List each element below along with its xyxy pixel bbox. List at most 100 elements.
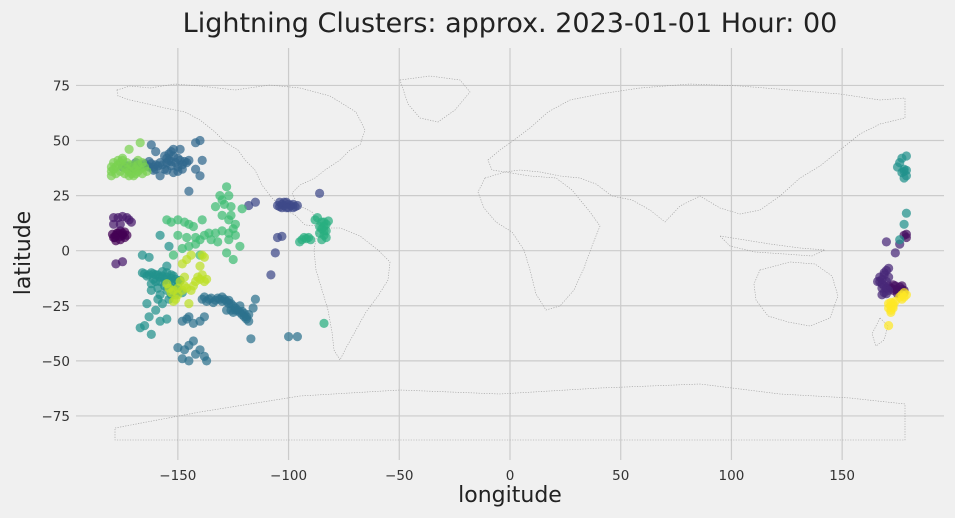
- scatter-point: [246, 334, 256, 344]
- scatter-point: [184, 186, 194, 196]
- scatter-point: [109, 219, 119, 229]
- grid-lines: [76, 48, 944, 460]
- scatter-point: [884, 321, 894, 331]
- scatter-point: [173, 343, 183, 353]
- scatter-point: [162, 165, 172, 175]
- chart-title: Lightning Clusters: approx. 2023-01-01 H…: [183, 8, 838, 39]
- scatter-point: [899, 219, 909, 229]
- y-tick-label: 25: [53, 189, 70, 205]
- scatter-point: [153, 294, 163, 304]
- south-america-outline: [313, 227, 391, 361]
- scatter-point: [275, 197, 285, 207]
- scatter-point: [144, 252, 154, 262]
- cluster-points: [106, 135, 912, 366]
- scatter-point: [162, 261, 172, 271]
- scatter-point: [277, 231, 287, 241]
- scatter-point: [117, 257, 128, 267]
- scatter-point: [230, 219, 240, 229]
- scatter-point: [168, 296, 178, 306]
- scatter-point: [168, 271, 178, 281]
- y-tick-label: 75: [53, 78, 70, 94]
- scatter-point: [897, 153, 907, 163]
- scatter-point: [248, 303, 258, 313]
- eurasia-outline: [487, 83, 906, 223]
- scatter-point: [315, 188, 325, 198]
- scatter-point: [129, 162, 139, 172]
- north-america-outline: [116, 83, 366, 227]
- scatter-point: [188, 221, 198, 232]
- scatter-point: [299, 232, 309, 243]
- scatter-point: [884, 263, 894, 273]
- scatter-point: [224, 191, 234, 201]
- scatter-point: [146, 285, 156, 295]
- x-tick-label: −150: [159, 468, 196, 484]
- scatter-point: [266, 270, 276, 280]
- x-tick-label: 50: [612, 468, 629, 484]
- scatter-point: [133, 155, 143, 165]
- scatter-point: [217, 210, 227, 220]
- scatter-point: [215, 191, 225, 201]
- scatter-point: [166, 288, 176, 298]
- scatter-point: [226, 202, 236, 212]
- scatter-point: [321, 226, 331, 236]
- scatter-point: [179, 272, 190, 282]
- y-tick-label: −75: [42, 409, 71, 425]
- scatter-point: [115, 219, 125, 229]
- scatter-point: [151, 147, 161, 157]
- scatter-point: [284, 332, 294, 342]
- scatter-point: [228, 254, 238, 265]
- scatter-point: [168, 250, 178, 260]
- scatter-point: [230, 230, 240, 240]
- world-basemap: [114, 75, 906, 441]
- scatter-point: [177, 160, 187, 170]
- scatter-point: [137, 169, 147, 179]
- y-tick-label: 50: [53, 134, 70, 150]
- scatter-point: [137, 268, 147, 278]
- x-tick-label: 100: [719, 468, 745, 484]
- scatter-point: [226, 305, 236, 315]
- scatter-point: [873, 276, 883, 287]
- y-tick-labels: 75 50 25 0 −25 −50 −75: [42, 78, 71, 424]
- scatter-point: [877, 283, 887, 293]
- scatter-point: [244, 310, 254, 320]
- scatter-point: [179, 281, 190, 291]
- scatter-point: [177, 243, 187, 254]
- scatter-point: [877, 290, 887, 300]
- scatter-point: [191, 349, 201, 359]
- scatter-point: [197, 155, 207, 165]
- y-tick-label: −50: [42, 354, 71, 370]
- scatter-point: [895, 292, 905, 302]
- greenland-outline: [399, 75, 471, 123]
- scatter-point: [148, 274, 159, 284]
- scatter-point: [155, 230, 165, 240]
- scatter-point: [270, 248, 280, 258]
- scatter-point: [222, 182, 232, 192]
- x-tick-label: 0: [506, 468, 515, 484]
- scatter-point: [210, 202, 221, 212]
- scatter-point: [222, 248, 232, 258]
- scatter-point: [224, 235, 234, 245]
- scatter-point: [175, 144, 185, 154]
- x-tick-label: 150: [829, 468, 855, 484]
- scatter-point: [195, 171, 205, 181]
- scatter-point: [199, 312, 209, 322]
- y-axis-label: latitude: [11, 211, 36, 295]
- y-tick-label: 0: [61, 244, 70, 260]
- africa-outline: [477, 171, 601, 311]
- y-tick-label: −25: [42, 299, 71, 315]
- scatter-point: [881, 237, 892, 247]
- scatter-point: [142, 299, 152, 309]
- scatter-point: [195, 135, 205, 146]
- scatter-point: [288, 203, 298, 213]
- scatter-point: [186, 250, 196, 260]
- scatter-point: [146, 140, 156, 150]
- scatter-point: [188, 318, 198, 328]
- antarctica-outline: [114, 383, 906, 441]
- scatter-point: [319, 318, 329, 328]
- indonesia-outline: [719, 235, 827, 257]
- scatter-point: [235, 241, 245, 251]
- scatter-point: [191, 164, 201, 174]
- scatter-point: [895, 235, 905, 245]
- scatter-point: [184, 356, 194, 366]
